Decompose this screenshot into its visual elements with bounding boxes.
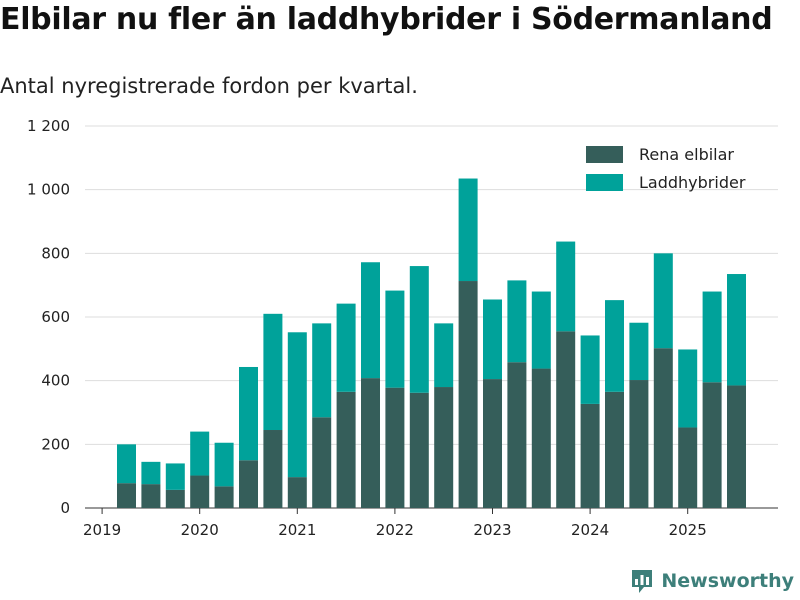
bar-rena-elbilar: [458, 281, 478, 508]
legend-swatch: [586, 146, 623, 163]
bar-laddhybrider: [214, 442, 234, 487]
y-tick-label: 800: [41, 244, 70, 262]
legend-label: Laddhybrider: [639, 173, 746, 192]
bar-rena-elbilar: [385, 387, 405, 508]
bar-laddhybrider: [141, 461, 161, 485]
bar-rena-elbilar: [434, 387, 454, 508]
newsworthy-logo: Newsworthy: [630, 568, 794, 594]
bar-laddhybrider: [361, 262, 380, 379]
y-tick-label: 1 200: [27, 117, 70, 135]
bar-laddhybrider: [409, 266, 429, 393]
bar-rena-elbilar: [531, 368, 551, 508]
brand-name: Newsworthy: [661, 570, 794, 592]
bar-laddhybrider: [629, 322, 649, 381]
bar-laddhybrider: [556, 241, 576, 332]
bar-rena-elbilar: [483, 379, 502, 508]
bar-rena-elbilar: [263, 430, 283, 508]
y-tick-label: 1 000: [27, 181, 70, 199]
x-tick-label: 2023: [473, 521, 511, 539]
bar-laddhybrider: [702, 291, 722, 383]
bar-laddhybrider: [727, 274, 746, 386]
bar-laddhybrider: [653, 253, 673, 349]
bar-rena-elbilar: [556, 331, 576, 508]
bar-rena-elbilar: [605, 391, 624, 508]
x-tick-label: 2022: [376, 521, 414, 539]
bar-rena-elbilar: [580, 403, 600, 508]
y-tick-label: 600: [41, 308, 70, 326]
bar-laddhybrider: [531, 291, 551, 369]
bar-rena-elbilar: [117, 483, 136, 508]
y-tick-label: 0: [60, 499, 70, 517]
bar-rena-elbilar: [141, 484, 161, 508]
bar-rena-elbilar: [409, 392, 429, 508]
bar-laddhybrider: [239, 366, 258, 461]
bar-rena-elbilar: [287, 477, 307, 508]
bar-rena-elbilar: [507, 362, 527, 508]
bar-laddhybrider: [287, 332, 307, 478]
chart-subtitle: Antal nyregistrerade fordon per kvartal.: [0, 74, 418, 98]
x-tick-label: 2024: [571, 521, 609, 539]
bar-rena-elbilar: [629, 380, 649, 508]
legend-swatch: [586, 174, 623, 191]
bar-laddhybrider: [385, 290, 405, 388]
x-tick-label: 2021: [278, 521, 316, 539]
bar-laddhybrider: [434, 323, 454, 388]
bar-rena-elbilar: [702, 382, 722, 508]
bar-rena-elbilar: [312, 417, 332, 508]
bar-laddhybrider: [678, 349, 698, 428]
bar-laddhybrider: [458, 178, 478, 282]
bar-rena-elbilar: [214, 486, 234, 508]
y-tick-label: 200: [41, 435, 70, 453]
bar-rena-elbilar: [239, 460, 258, 508]
bar-laddhybrider: [483, 299, 502, 380]
legend-label: Rena elbilar: [639, 145, 734, 164]
chart-title: Elbilar nu fler än laddhybrider i Söderm…: [0, 2, 773, 37]
bar-laddhybrider: [190, 431, 210, 476]
bar-rena-elbilar: [678, 427, 698, 508]
bar-rena-elbilar: [727, 385, 746, 508]
bar-laddhybrider: [312, 323, 332, 418]
bar-chart-icon: [632, 570, 653, 593]
bar-laddhybrider: [507, 280, 527, 363]
bar-rena-elbilar: [361, 378, 380, 508]
x-tick-label: 2020: [181, 521, 219, 539]
x-tick-label: 2019: [83, 521, 121, 539]
bar-rena-elbilar: [190, 475, 210, 508]
bar-laddhybrider: [336, 303, 356, 392]
bar-laddhybrider: [580, 335, 600, 404]
x-tick-label: 2025: [669, 521, 707, 539]
bar-laddhybrider: [117, 444, 136, 484]
bar-laddhybrider: [263, 313, 283, 431]
bar-laddhybrider: [605, 300, 624, 392]
bar-laddhybrider: [165, 463, 185, 490]
bar-rena-elbilar: [165, 489, 185, 508]
bar-rena-elbilar: [336, 391, 356, 508]
y-tick-label: 400: [41, 372, 70, 390]
bar-rena-elbilar: [653, 348, 673, 508]
